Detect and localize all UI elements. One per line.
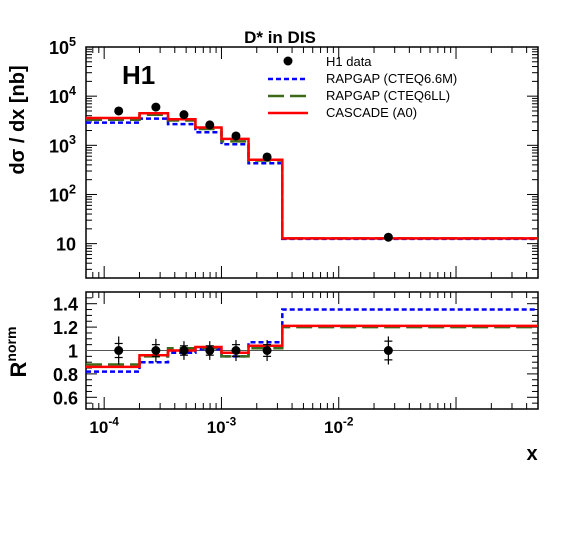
main-series-rapgap-cteq6ll [86,113,538,240]
ratio-y-axis-label: Rnorm [3,327,31,378]
main-series-cascade-a0 [86,111,538,240]
data-point [383,346,393,355]
legend-marker [283,56,293,66]
main-series-group [86,111,538,241]
y-tick-label: 10 [56,235,76,255]
ratio-data-points [114,336,393,365]
legend-label: RAPGAP (CTEQ6LL) [326,88,450,103]
main-plot-frame [85,46,539,279]
chart-title: D* in DIS [244,28,316,47]
main-x-axis-ticks [85,47,539,278]
main-y-axis-label: dσ / dx [nb] [7,65,29,174]
ratio-series-rapgap-cteq6-6m [86,308,538,373]
y-tick-label: 1.2 [53,318,78,338]
y-tick-label: 104 [49,84,76,107]
x-tick-label: 10-4 [89,414,119,437]
data-point [231,346,241,355]
data-point [231,131,241,141]
y-tick-label: 0.6 [53,388,78,408]
data-point [262,152,272,162]
ratio-series-rapgap-cteq6ll [86,325,538,366]
main-y-axis: 10 102 103 104 105 [49,35,538,279]
legend-label: RAPGAP (CTEQ6.6M) [326,71,457,86]
data-point [179,346,189,355]
data-point [383,232,393,242]
ratio-series-cascade-a0 [86,324,538,369]
main-series-rapgap-cteq6-6m [86,117,538,241]
legend-label: H1 data [326,54,372,69]
y-tick-label: 103 [49,133,76,156]
data-point [151,346,161,355]
data-point [205,120,215,130]
legend: H1 data RAPGAP (CTEQ6.6M) RAPGAP (CTEQ6LL)… [268,54,457,120]
main-data-points [114,102,393,242]
y-tick-label: 102 [49,182,76,205]
x-tick-label: 10-2 [324,414,354,437]
x-axis-label: x [526,443,537,465]
data-point [262,346,272,355]
h1-experiment-label: H1 [122,60,155,90]
data-point [179,110,189,120]
data-point [114,346,124,355]
data-point [151,102,161,112]
y-tick-label: 1 [68,342,78,362]
ratio-y-axis: 0.6 0.8 1 1.2 1.4 [53,291,538,410]
main-panel: 10 102 103 104 105 H1 dσ / dx [nb] H1 data RA… [7,35,539,279]
y-tick-label: 1.4 [53,295,78,315]
legend-label: CASCADE (A0) [326,105,417,120]
data-point [114,106,124,116]
data-point [205,346,215,355]
ratio-panel: 0.6 0.8 1 1.2 1.4 10-4 10-3 10-2 Rnorm x [3,291,539,465]
y-tick-label: 0.8 [53,365,78,385]
y-tick-label: 105 [49,35,76,58]
x-tick-label: 10-3 [207,414,237,437]
ratio-series-group [86,308,538,373]
ratio-x-axis: 10-4 10-3 10-2 [85,292,539,437]
